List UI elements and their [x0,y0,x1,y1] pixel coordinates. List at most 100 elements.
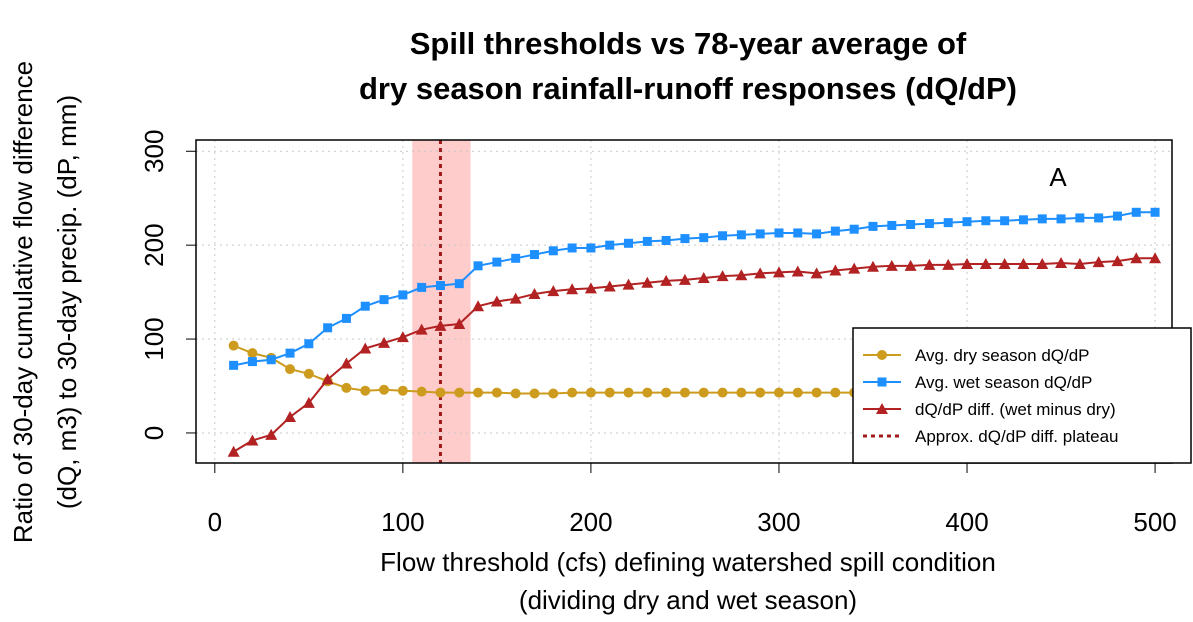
point [567,387,578,398]
x-tick-label: 400 [945,507,988,537]
point [1130,252,1143,264]
legend-marker [877,377,887,387]
point [396,331,409,343]
point [1055,257,1068,269]
point [528,287,541,299]
point [661,235,671,245]
y-axis-label: (dQ, m3) to 30-day precip. (dP, mm) [52,95,82,509]
point [379,295,389,305]
point [1094,213,1104,223]
point [849,224,859,234]
point [285,364,296,375]
point [509,292,522,304]
point [1018,215,1028,225]
point [454,279,464,289]
point [454,387,465,398]
point [548,388,559,399]
point [830,387,841,398]
point [266,355,276,365]
point [791,265,804,277]
x-tick-label: 300 [757,507,800,537]
point [1000,216,1010,226]
point [868,221,878,231]
point [246,434,259,446]
point [1075,213,1085,223]
y-axis-label: Ratio of 30-day cumulative flow differen… [8,61,38,543]
point [435,387,446,398]
point [302,396,315,408]
point [680,234,690,244]
point [379,384,390,395]
y-tick-label: 100 [139,317,169,360]
legend-label: Avg. dry season dQ/dP [915,346,1090,365]
point [285,348,295,358]
point [1017,257,1030,269]
point [247,348,258,359]
point [1111,255,1124,267]
point [284,410,297,422]
point [378,336,391,348]
point [584,282,597,294]
point [397,385,408,396]
point [1131,207,1141,217]
point [491,387,502,398]
point [979,257,992,269]
point [961,257,974,269]
x-tick-label: 100 [381,507,424,537]
point [716,270,729,282]
point [718,231,728,241]
point [792,387,803,398]
point [698,387,709,398]
point [603,280,616,292]
point [417,282,427,292]
point [1073,257,1086,269]
point [641,276,654,288]
point [548,246,558,256]
point [1112,211,1122,221]
point [736,387,747,398]
point [923,258,936,270]
point [228,340,239,351]
point [360,385,371,396]
point [1036,257,1049,269]
legend: Avg. dry season dQ/dP Avg. wet season dQ/… [852,327,1192,464]
point [529,250,539,260]
point [660,274,673,286]
point [755,229,765,239]
chart-title: Spill thresholds vs 78-year average of [410,26,967,61]
point [490,295,503,307]
point [622,278,635,290]
point [943,218,953,228]
point [998,257,1011,269]
point [247,357,257,367]
y-tick-label: 300 [139,130,169,173]
point [812,229,822,239]
point [810,267,823,279]
legend-label: Approx. dQ/dP diff. plateau [915,427,1119,446]
legend-box [852,327,1192,464]
point [772,266,785,278]
point [1037,214,1047,224]
point [1150,207,1160,217]
point [773,387,784,398]
point [906,220,916,230]
point [415,323,428,335]
point [717,387,728,398]
point [962,217,972,227]
point [735,269,748,281]
point [755,387,766,398]
x-tick-label: 500 [1133,507,1176,537]
point [473,387,484,398]
point [585,387,596,398]
point [434,319,447,331]
point [398,290,408,300]
point [942,258,955,270]
point [811,387,822,398]
x-tick-label: 0 [208,507,222,537]
point [586,243,596,253]
point [736,230,746,240]
point [754,267,767,279]
point [981,216,991,226]
point [1149,252,1162,264]
point [547,285,560,297]
